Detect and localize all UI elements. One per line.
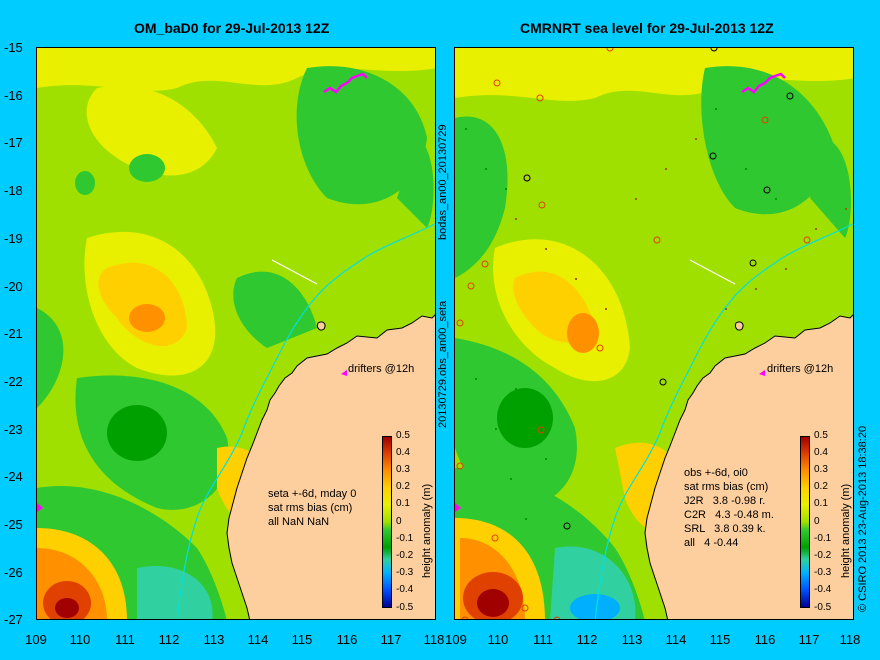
- lon-tick: 113: [621, 632, 643, 647]
- lon-tick: 112: [158, 632, 180, 647]
- colorbar-tick: 0: [814, 516, 820, 527]
- colorbar-tick: 0.1: [396, 498, 410, 509]
- lat-tick: -21: [4, 326, 23, 341]
- colorbar-tick: 0.3: [396, 464, 410, 475]
- lat-tick: -22: [4, 374, 23, 389]
- colorbar-tick: -0.3: [814, 567, 832, 578]
- left-drifters-label: drifters @12h: [348, 363, 415, 375]
- lon-tick: 111: [115, 632, 135, 647]
- colorbar-tick: -0.2: [814, 550, 832, 561]
- colorbar-tick: -0.4: [814, 584, 832, 595]
- colorbar-tick: 0.4: [814, 447, 828, 458]
- stats-line: sat rms bias (cm): [268, 502, 353, 514]
- colorbar-tick: 0.5: [814, 430, 828, 441]
- lat-tick: -16: [4, 88, 23, 103]
- copyright-label: © CSIRO 2013 23-Aug-2013 18:38:20: [857, 425, 869, 612]
- colorbar-tick: -0.5: [814, 602, 832, 613]
- stats-line: seta +-6d, mday 0: [268, 488, 357, 500]
- stats-line: obs +-6d, oi0: [684, 467, 748, 479]
- colorbar-tick: -0.2: [396, 550, 414, 561]
- stats-line: SRL 3.8 0.39 k.: [684, 523, 766, 535]
- colorbar-tick: -0.4: [396, 584, 414, 595]
- right-map-panel: [454, 47, 854, 620]
- lon-tick: 118: [423, 632, 445, 647]
- lat-tick: -25: [4, 517, 23, 532]
- colorbar-label: height anomaly (m): [840, 483, 852, 578]
- lat-tick: -17: [4, 135, 23, 150]
- lon-tick: 116: [336, 632, 358, 647]
- colorbar-tick: 0.2: [814, 481, 828, 492]
- colorbar-tick: -0.1: [396, 533, 414, 544]
- left-map-svg: [37, 48, 435, 619]
- lat-tick: -15: [4, 40, 23, 55]
- lon-tick: 117: [798, 632, 820, 647]
- lon-tick: 113: [203, 632, 225, 647]
- right-panel-title: CMRNRT sea level for 29-Jul-2013 12Z: [520, 20, 774, 36]
- colorbar-tick: -0.5: [396, 602, 414, 613]
- lon-tick: 115: [709, 632, 731, 647]
- lon-tick: 114: [247, 632, 269, 647]
- colorbar-tick: 0.1: [814, 498, 828, 509]
- colorbar-tick: 0.3: [814, 464, 828, 475]
- lon-tick: 117: [380, 632, 402, 647]
- stats-line: all NaN NaN: [268, 516, 330, 528]
- lat-tick: -23: [4, 422, 23, 437]
- lon-tick: 109: [25, 632, 47, 647]
- lat-tick: -27: [4, 612, 23, 627]
- stats-line: all 4 -0.44: [684, 537, 739, 549]
- colorbar-tick: -0.3: [396, 567, 414, 578]
- colorbar-tick: -0.1: [814, 533, 832, 544]
- colorbar-tick: 0: [396, 516, 402, 527]
- bodas-run-label: bodas_an00_20130729: [437, 124, 449, 240]
- colorbar-tick: 0.5: [396, 430, 410, 441]
- lat-tick: -20: [4, 279, 23, 294]
- lon-tick: 114: [665, 632, 687, 647]
- left-map-panel: [36, 47, 436, 620]
- left-panel-title: OM_baD0 for 29-Jul-2013 12Z: [134, 20, 330, 36]
- lat-tick: -24: [4, 469, 23, 484]
- lon-tick: 111: [533, 632, 553, 647]
- right-map-svg: [455, 48, 853, 619]
- lon-tick: 109: [445, 632, 467, 647]
- stats-line: J2R 3.8 -0.98 r.: [684, 495, 766, 507]
- lon-tick: 110: [487, 632, 509, 647]
- colorbar-tick: 0.4: [396, 447, 410, 458]
- lat-tick: -26: [4, 565, 23, 580]
- stats-line: sat rms bias (cm): [684, 481, 769, 493]
- colorbar-gradient: [382, 436, 392, 608]
- lon-tick: 110: [69, 632, 91, 647]
- colorbar-tick: 0.2: [396, 481, 410, 492]
- lat-tick: -19: [4, 231, 23, 246]
- lat-tick: -18: [4, 183, 23, 198]
- lon-tick: 118: [839, 632, 861, 647]
- stats-line: C2R 4.3 -0.48 m.: [684, 509, 774, 521]
- right-drifters-label: drifters @12h: [767, 363, 834, 375]
- colorbar-gradient: [800, 436, 810, 608]
- lon-tick: 112: [576, 632, 598, 647]
- lon-tick: 116: [754, 632, 776, 647]
- colorbar-label: height anomaly (m): [421, 483, 433, 578]
- obs-run-label: 20130729.obs_an00_seta: [437, 300, 449, 428]
- lon-tick: 115: [291, 632, 313, 647]
